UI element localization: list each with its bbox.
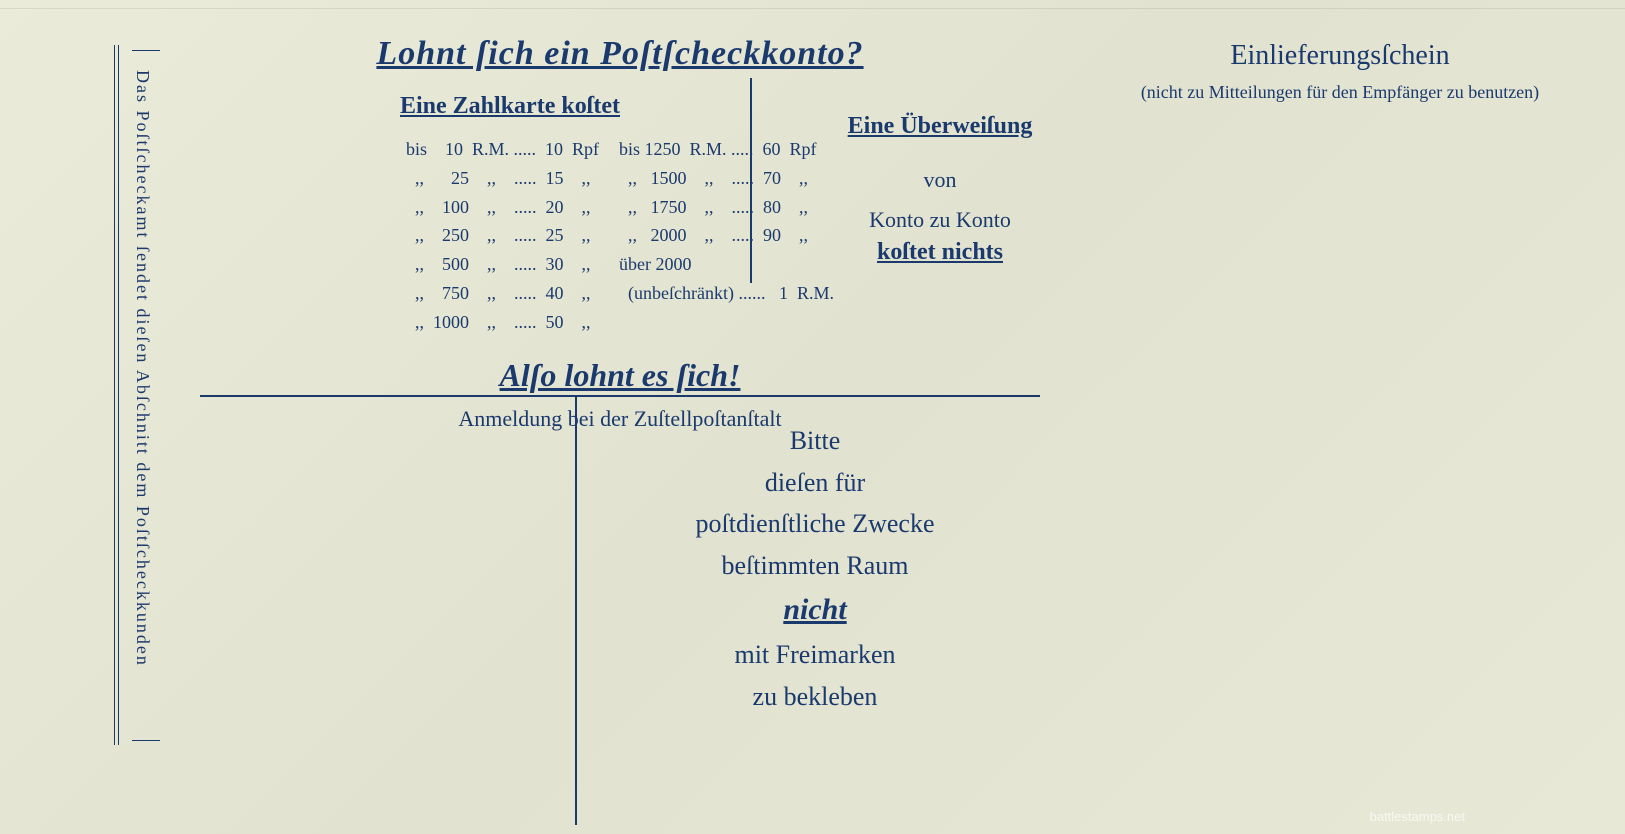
transfer-line2: Konto zu Konto [810,200,1070,240]
right-subtitle: (nicht zu Mitteilungen für den Empfänger… [1075,82,1605,103]
transfer-line1: von [810,160,1070,200]
bitte-line5: mit Freimarken [600,634,1030,676]
main-content: Lohnt ſich ein Poſtſcheckkonto? Eine Zah… [200,35,1040,432]
transfer-section: Eine Überweiſung von Konto zu Konto koſt… [810,113,1070,266]
transfer-title: Eine Überweiſung [810,113,1070,140]
vertical-dash-top [132,50,160,51]
bitte-line1: Bitte [600,420,1030,462]
fold-line [0,8,1625,9]
watermark: battlestamps.net [1370,809,1465,824]
transfer-emphasis: koſtet nichts [810,239,1070,266]
price-col-right: bis 1250 R.M. ..... 60 Rpf ,, 1500 ,, ..… [619,135,834,337]
bitte-line2: dieſen für [600,462,1030,504]
vertical-divider-1 [750,78,752,283]
bitte-section: Bitte dieſen für poſtdienſtliche Zwecke … [600,420,1030,718]
vertical-divider-2 [575,395,577,825]
vertical-dash-bottom [132,740,160,741]
also-title: Alſo lohnt es ſich! [200,357,1040,394]
bitte-line3: poſtdienſtliche Zwecke [600,503,1030,545]
vertical-text-container: Das Poſtſcheckamt ſendet dieſen Abſchnit… [132,70,162,730]
price-col-left: bis 10 R.M. ..... 10 Rpf ,, 25 ,, ..... … [406,135,599,337]
horizontal-divider [200,395,1040,397]
vertical-rule-1 [114,45,115,745]
bitte-line6: zu bekleben [600,676,1030,718]
main-title: Lohnt ſich ein Poſtſcheckkonto? [200,35,1040,73]
right-title: Einlieferungsſchein [1075,40,1605,72]
bitte-line4: beſtimmten Raum [600,545,1030,587]
vertical-margin-text: Das Poſtſcheckamt ſendet dieſen Abſchnit… [132,70,153,667]
right-section: Einlieferungsſchein (nicht zu Mitteilung… [1075,40,1605,103]
vertical-rule-2 [118,45,119,745]
price-table: bis 10 R.M. ..... 10 Rpf ,, 25 ,, ..... … [406,135,834,337]
bitte-emphasis: nicht [600,586,1030,634]
